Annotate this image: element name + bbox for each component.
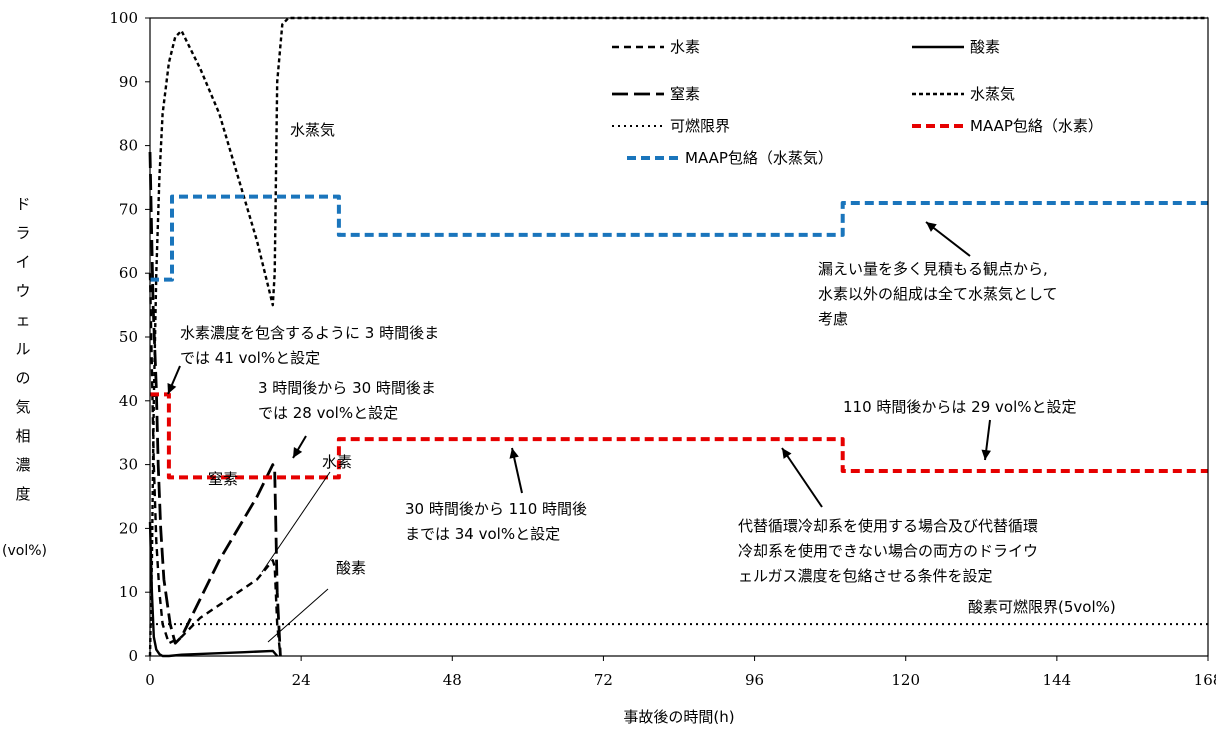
legend-label: MAAP包絡（水蒸気） [685, 149, 833, 167]
annotation-arrow-head [167, 383, 177, 394]
legend-label: 水素 [670, 38, 700, 56]
y-tick-label: 30 [119, 456, 138, 474]
y-tick-label: 40 [119, 392, 138, 410]
x-tick-label: 24 [292, 671, 311, 689]
annotation-arrow-head [293, 447, 303, 458]
y-axis-label-char: の [15, 369, 31, 387]
y-axis-label-char: ル [15, 340, 31, 358]
annotation-text: では 41 vol%と設定 [180, 349, 320, 367]
legend-label: 水蒸気 [970, 85, 1015, 103]
series-line-2 [148, 151, 282, 657]
y-axis-label-char: 濃 [15, 456, 31, 474]
x-tick-label: 168 [1194, 671, 1216, 689]
series-line-1 [148, 521, 279, 658]
y-tick-label: 70 [119, 200, 138, 218]
y-axis-label-char: ド [15, 195, 31, 213]
annotation-n2-label: 窒素 [208, 470, 238, 488]
y-tick-label: 20 [119, 519, 138, 537]
y-axis-unit: (vol%) [2, 543, 47, 559]
y-tick-label: 50 [119, 328, 138, 346]
annotation-arrow-head [926, 222, 937, 232]
y-tick-label: 60 [119, 264, 138, 282]
annotation-text: 110 時間後からは 29 vol%と設定 [843, 398, 1077, 416]
annotation-text: 代替循環冷却系を使用する場合及び代替循環 [738, 517, 1038, 535]
annotation-text: 30 時間後から 110 時間後 [405, 500, 587, 518]
y-tick-label: 90 [119, 73, 138, 91]
y-axis-title: ドライウェルの気相濃度 [2, 190, 44, 509]
y-tick-label: 0 [128, 647, 138, 665]
legend-label: 窒素 [670, 85, 700, 103]
y-axis-label-char: ラ [15, 224, 31, 242]
y-axis-label-char: イ [15, 253, 31, 271]
annotation-steam-label: 水蒸気 [290, 121, 335, 139]
annotation-text: では 28 vol%と設定 [258, 404, 398, 422]
series-line-6 [150, 194, 1208, 282]
y-tick-label: 80 [119, 137, 138, 155]
annotation-text: 3 時間後から 30 時間後ま [258, 379, 436, 397]
annotation-leader-line [261, 471, 331, 573]
legend-label: 酸素 [970, 38, 1000, 56]
annotation-arrow-head [509, 448, 519, 459]
annotation-text: 漏えい量を多く見積もる観点から, [818, 260, 1048, 278]
annotation-text: 考慮 [818, 310, 848, 328]
annotation-text: 水素以外の組成は全て水蒸気として [818, 285, 1058, 303]
annotation-o2-limit: 酸素可燃限界(5vol%) [968, 598, 1116, 616]
y-tick-label: 10 [119, 583, 138, 601]
legend-label: 可燃限界 [670, 117, 730, 135]
annotation-h2-label: 水素 [322, 453, 352, 471]
x-tick-label: 0 [145, 671, 155, 689]
y-axis-label-char: ェ [15, 311, 31, 329]
annotation-o2-label: 酸素 [336, 559, 366, 577]
annotation-arrow-head [981, 449, 991, 460]
annotation-leader-line [267, 588, 329, 643]
x-tick-label: 72 [594, 671, 613, 689]
x-tick-label: 48 [443, 671, 462, 689]
y-axis-label-char: 度 [15, 485, 31, 503]
y-tick-label: 100 [109, 9, 138, 27]
plot-frame [149, 17, 1209, 657]
series-line-5 [150, 392, 1208, 480]
series-line-3 [148, 16, 1208, 657]
annotation-text: 水素濃度を包含するように 3 時間後ま [180, 324, 439, 342]
series-line-0 [148, 273, 282, 657]
annotation-text: 冷却系を使用できない場合の両方のドライウ [738, 542, 1038, 560]
annotation-arrow-head [782, 448, 792, 459]
y-axis-label-char: 気 [15, 398, 31, 416]
x-tick-label: 120 [891, 671, 920, 689]
x-axis-label: 事故後の時間(h) [623, 708, 734, 726]
y-axis-label-char: 相 [15, 427, 31, 445]
annotation-text: ェルガス濃度を包絡させる条件を設定 [738, 567, 993, 585]
y-axis-label: ドライウェルの気相濃度 (vol%) [2, 190, 47, 566]
x-tick-label: 144 [1043, 671, 1072, 689]
annotation-arrow-line [781, 447, 823, 508]
y-axis-label-char: ウ [15, 282, 31, 300]
x-tick-label: 96 [745, 671, 764, 689]
legend-label: MAAP包絡（水素） [970, 117, 1103, 135]
annotation-text: までは 34 vol%と設定 [405, 525, 560, 543]
